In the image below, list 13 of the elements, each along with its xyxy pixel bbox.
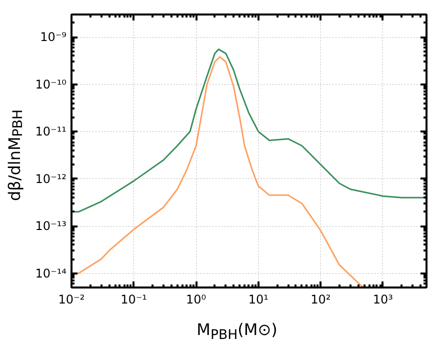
y-tick-label: 10⁻¹¹ xyxy=(35,124,67,139)
x-tick-label: 10¹ xyxy=(248,292,269,306)
y-tick-label: 10⁻⁹ xyxy=(40,30,67,44)
x-tick-label: 10⁻² xyxy=(58,292,85,306)
y-tick-label: 10⁻¹² xyxy=(35,172,67,186)
x-tick-label: 10⁰ xyxy=(186,292,206,306)
x-axis-title: M$_{PBH}$(M⊙) xyxy=(196,320,278,344)
x-tick-label: 10³ xyxy=(372,292,394,306)
y-tick-label: 10⁻¹⁰ xyxy=(35,77,67,92)
x-tick-label: 10² xyxy=(310,292,331,306)
y-tick-label: 10⁻¹⁴ xyxy=(35,266,67,280)
y-tick-label: 10⁻¹³ xyxy=(35,219,67,234)
x-tick-label: 10⁻¹ xyxy=(120,292,148,306)
